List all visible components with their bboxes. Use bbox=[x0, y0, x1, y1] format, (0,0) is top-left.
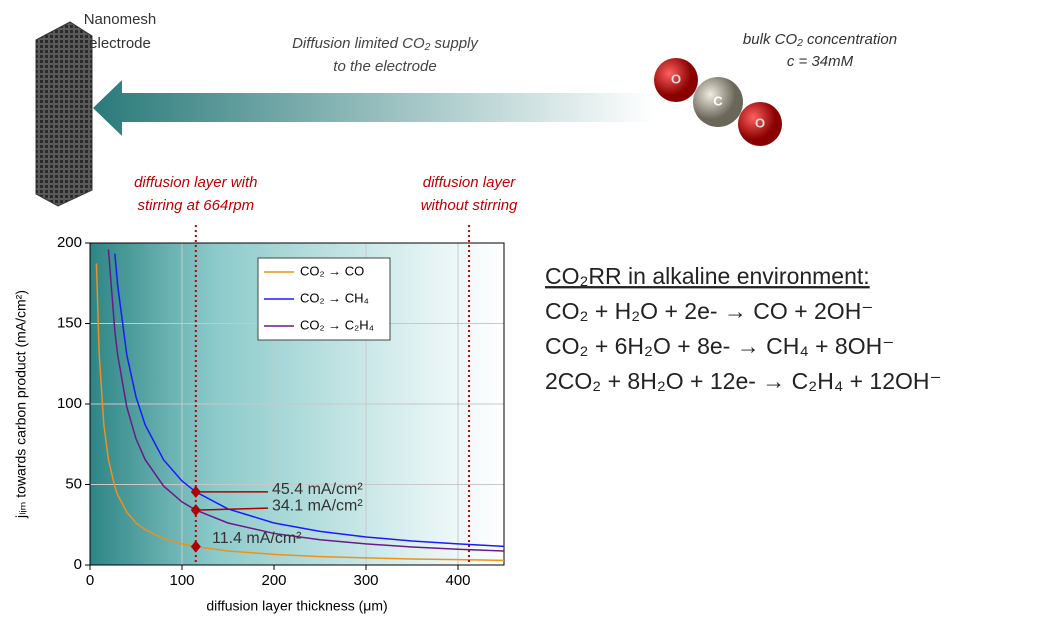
x-axis-label: diffusion layer thickness (μm) bbox=[206, 598, 387, 614]
equation: CO₂ + H₂O + 2e- → CO + 2OH⁻ bbox=[545, 298, 873, 324]
reference-label: stirring at 664rpm bbox=[137, 197, 254, 214]
x-tick-label: 400 bbox=[445, 572, 470, 589]
y-tick-label: 150 bbox=[57, 314, 82, 331]
reference-label: diffusion layer bbox=[423, 174, 517, 191]
value-label: 34.1 mA/cm² bbox=[272, 497, 363, 514]
legend-label: CO₂ → C₂H₄ bbox=[300, 317, 374, 332]
electrode-label: Nanomesh bbox=[84, 11, 157, 28]
supply-label: to the electrode bbox=[333, 58, 436, 75]
reference-label: diffusion layer with bbox=[134, 174, 257, 191]
y-axis-label: jₗᵢₘ towards carbon product (mA/cm²) bbox=[13, 290, 29, 519]
atom-label: O bbox=[671, 71, 681, 86]
x-tick-label: 0 bbox=[86, 572, 94, 589]
y-tick-label: 0 bbox=[74, 556, 82, 573]
x-tick-label: 300 bbox=[353, 572, 378, 589]
supply-label: Diffusion limited CO₂ supply bbox=[292, 35, 479, 52]
legend-label: CO₂ → CH₄ bbox=[300, 290, 369, 305]
bulk-label: bulk CO₂ concentration bbox=[743, 31, 897, 48]
equation: CO₂ + 6H₂O + 8e- → CH₄ + 8OH⁻ bbox=[545, 333, 894, 359]
bulk-label: c = 34mM bbox=[787, 53, 854, 70]
electrode-label: electrode bbox=[89, 35, 151, 52]
y-tick-label: 200 bbox=[57, 234, 82, 251]
x-tick-label: 200 bbox=[261, 572, 286, 589]
equation: 2CO₂ + 8H₂O + 12e- → C₂H₄ + 12OH⁻ bbox=[545, 368, 942, 394]
legend-label: CO₂ → CO bbox=[300, 263, 364, 278]
figure: Nanomesh electrode Diffusion limited CO₂… bbox=[0, 0, 1038, 620]
value-label: 45.4 mA/cm² bbox=[272, 481, 363, 498]
atom-label: C bbox=[713, 93, 723, 108]
chart: 0 100 200 300 400 0 50 100 150 200 diffusion layer… bbox=[13, 174, 518, 614]
electrode bbox=[36, 22, 92, 206]
value-label: 11.4 mA/cm² bbox=[212, 530, 302, 547]
atom-label: O bbox=[755, 115, 765, 130]
supply-arrow bbox=[93, 80, 655, 136]
x-tick-label: 100 bbox=[169, 572, 194, 589]
equations-title: CO₂RR in alkaline environment: bbox=[545, 263, 870, 289]
reference-label: without stirring bbox=[421, 197, 518, 214]
y-tick-label: 50 bbox=[65, 475, 82, 492]
y-tick-label: 100 bbox=[57, 395, 82, 412]
